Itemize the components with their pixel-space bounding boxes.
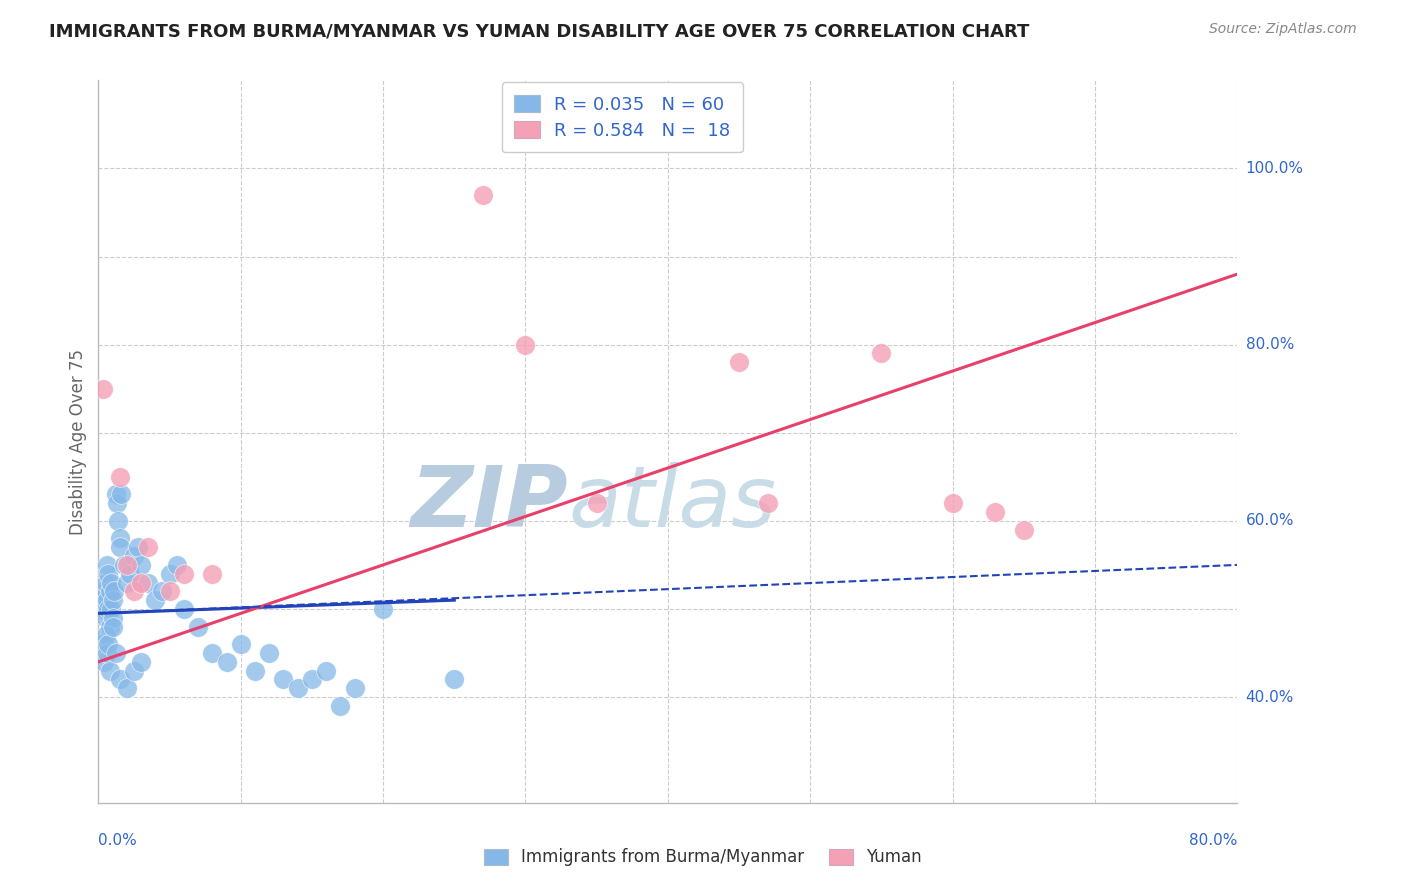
Point [166, 558, 188, 572]
Point [728, 355, 751, 369]
Point [96, 646, 118, 660]
Point [112, 558, 135, 572]
Point [118, 566, 141, 581]
Point [145, 593, 167, 607]
Text: 80.0%: 80.0% [1246, 337, 1294, 352]
Point [159, 584, 181, 599]
Point [136, 541, 159, 555]
Point [101, 619, 124, 633]
Point [127, 541, 149, 555]
Point [201, 566, 224, 581]
Point [471, 187, 494, 202]
Point [103, 584, 125, 599]
Text: 60.0%: 60.0% [1246, 513, 1294, 528]
Text: 0.0%: 0.0% [98, 833, 138, 848]
Point [100, 602, 122, 616]
Point [97, 602, 120, 616]
Text: Source: ZipAtlas.com: Source: ZipAtlas.com [1209, 22, 1357, 37]
Point [942, 496, 965, 510]
Point [515, 337, 537, 351]
Point [129, 575, 152, 590]
Point [110, 487, 132, 501]
Point [585, 496, 607, 510]
Point [136, 575, 159, 590]
Point [115, 681, 138, 696]
Legend: R = 0.035   N = 60, R = 0.584   N =  18: R = 0.035 N = 60, R = 0.584 N = 18 [502, 82, 742, 153]
Point [115, 575, 138, 590]
Point [91, 637, 114, 651]
Point [100, 575, 122, 590]
Text: 80.0%: 80.0% [1189, 833, 1237, 848]
Point [98, 619, 121, 633]
Point [1012, 523, 1035, 537]
Point [105, 496, 128, 510]
Point [101, 611, 124, 625]
Point [98, 584, 121, 599]
Point [215, 655, 238, 669]
Point [108, 673, 131, 687]
Point [108, 541, 131, 555]
Point [94, 611, 117, 625]
Point [129, 655, 152, 669]
Point [329, 698, 352, 713]
Point [129, 558, 152, 572]
Point [97, 566, 120, 581]
Point [259, 646, 281, 660]
Point [187, 619, 209, 633]
Point [273, 673, 295, 687]
Point [343, 681, 366, 696]
Point [122, 549, 145, 563]
Point [94, 628, 117, 642]
Point [98, 664, 121, 678]
Point [90, 593, 112, 607]
Legend: Immigrants from Burma/Myanmar, Yuman: Immigrants from Burma/Myanmar, Yuman [477, 840, 929, 875]
Point [301, 673, 323, 687]
Point [870, 346, 893, 360]
Point [122, 584, 145, 599]
Point [94, 575, 117, 590]
Point [315, 664, 337, 678]
Point [371, 602, 394, 616]
Point [104, 646, 127, 660]
Point [93, 584, 115, 599]
Point [443, 673, 465, 687]
Point [287, 681, 309, 696]
Point [115, 558, 138, 572]
Point [91, 602, 114, 616]
Point [108, 532, 131, 546]
Text: ZIP: ZIP [411, 462, 568, 545]
Text: atlas: atlas [568, 462, 776, 545]
Point [91, 382, 114, 396]
Point [101, 593, 124, 607]
Point [152, 584, 174, 599]
Point [96, 558, 118, 572]
Point [173, 566, 195, 581]
Point [108, 470, 131, 484]
Point [173, 602, 195, 616]
Point [96, 593, 118, 607]
Point [201, 646, 224, 660]
Text: 40.0%: 40.0% [1246, 690, 1294, 705]
Point [107, 514, 129, 528]
Point [984, 505, 1007, 519]
Y-axis label: Disability Age Over 75: Disability Age Over 75 [69, 349, 87, 534]
Point [104, 487, 127, 501]
Point [756, 496, 779, 510]
Text: IMMIGRANTS FROM BURMA/MYANMAR VS YUMAN DISABILITY AGE OVER 75 CORRELATION CHART: IMMIGRANTS FROM BURMA/MYANMAR VS YUMAN D… [49, 22, 1029, 40]
Text: 100.0%: 100.0% [1246, 161, 1303, 176]
Point [93, 655, 115, 669]
Point [243, 664, 266, 678]
Point [229, 637, 252, 651]
Point [122, 664, 145, 678]
Point [97, 637, 120, 651]
Point [159, 566, 181, 581]
